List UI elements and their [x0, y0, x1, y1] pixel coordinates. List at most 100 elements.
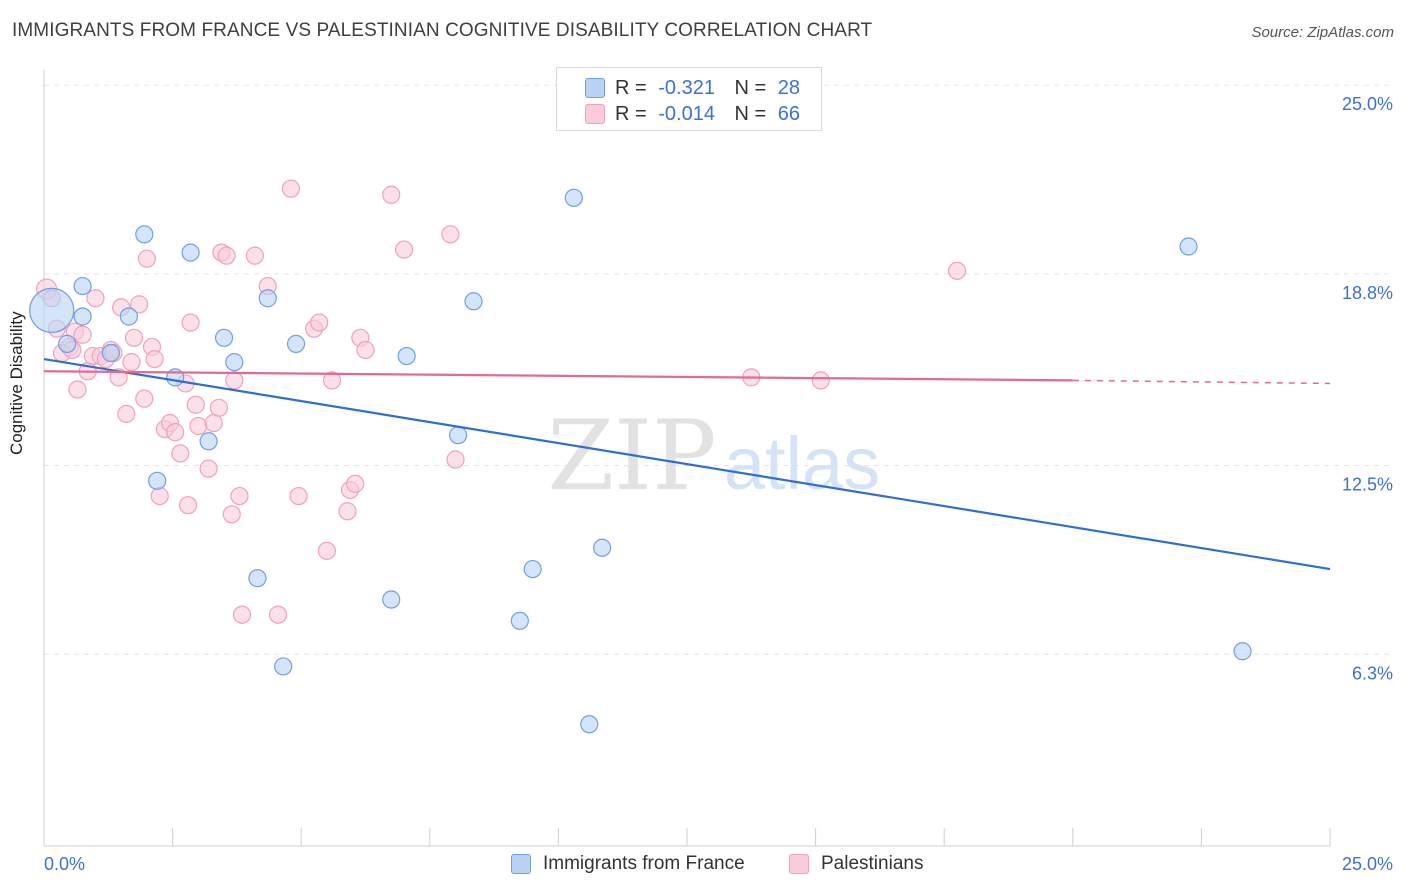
data-point	[338, 502, 357, 521]
chart-title: IMMIGRANTS FROM FRANCE VS PALESTINIAN CO…	[12, 20, 873, 41]
data-point	[510, 611, 529, 630]
trend-lines	[43, 358, 1331, 571]
data-point	[232, 605, 252, 624]
n-label: N =	[734, 76, 767, 99]
trend-line-palestinians	[43, 370, 1073, 382]
data-point	[137, 249, 156, 268]
watermark: ZIP atlas	[547, 400, 880, 512]
data-point	[1179, 237, 1198, 256]
data-point	[230, 486, 249, 506]
france-swatch	[585, 78, 605, 98]
data-point	[122, 353, 141, 372]
data-point	[464, 292, 483, 311]
r-value: -0.321	[658, 76, 715, 99]
data-points	[29, 179, 1252, 734]
data-point	[86, 289, 105, 308]
data-point	[947, 261, 967, 280]
data-point	[58, 334, 77, 353]
data-point	[73, 276, 92, 296]
data-point	[199, 432, 218, 451]
data-point	[274, 657, 293, 676]
data-point	[317, 541, 337, 560]
palestinians-swatch	[585, 104, 605, 124]
r-value: -0.014	[658, 102, 715, 125]
data-point	[258, 289, 277, 308]
data-point	[225, 371, 244, 390]
trend-line-france	[43, 358, 1331, 571]
data-point	[811, 371, 830, 390]
data-point	[448, 426, 468, 445]
data-point	[119, 307, 138, 326]
data-point	[109, 368, 128, 387]
r-label: R =	[615, 76, 647, 99]
data-point	[268, 605, 288, 624]
tick-labels: 6.3% 12.5% 18.8% 25.0% 0.0% 25.0%	[44, 94, 1393, 874]
data-point	[135, 389, 154, 408]
y-tick-label: 12.5%	[1342, 475, 1393, 495]
data-point	[281, 179, 301, 198]
data-point	[145, 349, 164, 369]
data-point	[248, 569, 267, 588]
data-point	[101, 343, 120, 363]
n-value: 66	[777, 102, 801, 125]
data-point	[29, 287, 75, 334]
y-tick-label: 18.8%	[1342, 283, 1393, 303]
data-point	[171, 444, 190, 463]
r-label: R =	[615, 102, 647, 125]
data-point	[382, 185, 401, 204]
data-point	[135, 225, 154, 244]
data-point	[1233, 642, 1252, 661]
data-point	[130, 295, 149, 314]
y-tick-label: 25.0%	[1342, 94, 1393, 114]
n-label: N =	[734, 102, 767, 125]
data-point	[593, 538, 612, 557]
data-point	[382, 590, 401, 609]
data-point	[564, 188, 583, 207]
data-point	[150, 486, 169, 506]
data-point	[214, 328, 234, 347]
data-point	[346, 474, 365, 493]
data-point	[178, 496, 198, 515]
data-point	[441, 225, 460, 244]
x-tick-label-min: 0.0%	[44, 854, 85, 874]
data-point	[199, 459, 218, 478]
data-point	[356, 340, 375, 360]
data-point	[148, 471, 167, 490]
data-point	[189, 416, 208, 436]
data-point	[117, 404, 136, 423]
data-point	[204, 413, 223, 433]
data-point	[394, 240, 414, 259]
n-value: 28	[777, 76, 801, 99]
data-point	[181, 313, 200, 332]
data-point	[580, 715, 599, 734]
axes	[43, 70, 1331, 847]
data-point	[286, 334, 306, 353]
data-point	[73, 325, 92, 344]
source-label: Source: ZipAtlas.com	[1251, 24, 1394, 41]
data-point	[322, 371, 342, 390]
palestinians-legend-swatch	[789, 854, 809, 874]
data-point	[310, 313, 329, 332]
legend-label-palestinians: Palestinians	[821, 853, 924, 874]
data-point	[68, 380, 87, 399]
data-point	[124, 328, 144, 347]
data-point	[217, 246, 236, 265]
data-point	[245, 246, 265, 265]
data-point	[186, 395, 205, 414]
data-point	[397, 346, 416, 366]
data-point	[225, 353, 244, 372]
data-point	[523, 559, 542, 579]
data-point	[222, 505, 241, 524]
france-legend-swatch	[511, 854, 531, 874]
data-point	[181, 243, 200, 262]
stats-legend: R = -0.321 N = 28 R = -0.014 N = 66	[556, 67, 822, 131]
data-point	[289, 486, 308, 506]
legend-item-palestinians: Palestinians	[789, 852, 923, 876]
legend-item-france: Immigrants from France	[511, 852, 745, 876]
data-point	[209, 398, 228, 417]
data-point	[73, 307, 92, 326]
y-axis-label: Cognitive Disability	[7, 311, 26, 455]
x-tick-label-max: 25.0%	[1342, 854, 1393, 874]
trend-line-palestinians-extension	[1072, 379, 1331, 385]
